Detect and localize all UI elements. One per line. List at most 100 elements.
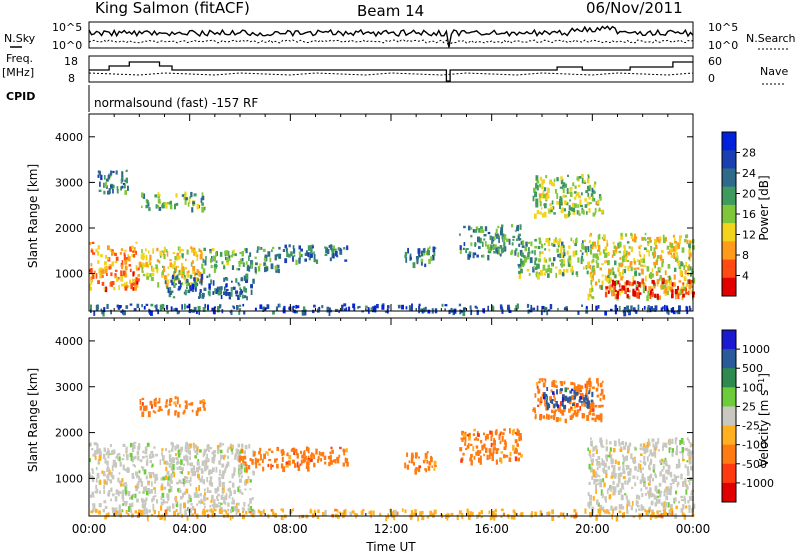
velocity-cell	[298, 515, 301, 519]
velocity-cell	[343, 450, 346, 456]
velocity-cell	[236, 448, 240, 455]
velocity-cell	[593, 478, 596, 485]
velocity-cell	[102, 508, 105, 513]
power-cell	[587, 175, 590, 180]
velocity-cell	[151, 404, 153, 409]
velocity-cell	[189, 476, 192, 482]
power-cell	[100, 308, 103, 311]
power-cell	[106, 303, 109, 309]
velocity-cell	[544, 401, 547, 407]
power-cell	[641, 278, 645, 284]
velocity-cell	[609, 454, 613, 459]
power-cell	[198, 204, 201, 209]
velocity-cell	[224, 454, 227, 458]
power-cell	[201, 293, 205, 299]
velocity-cell	[239, 469, 242, 474]
velocity-cell	[636, 500, 639, 505]
velocity-cell	[127, 506, 131, 512]
power-cell	[263, 257, 267, 262]
power-cell	[191, 248, 194, 253]
power-cell	[339, 249, 343, 255]
power-cell	[626, 241, 630, 244]
power-cell	[307, 245, 311, 251]
power-cell	[104, 286, 108, 293]
power-cell	[544, 243, 546, 246]
velocity-cell	[203, 494, 206, 501]
power-cell	[623, 246, 626, 252]
power-cell	[612, 271, 615, 275]
velocity-cell	[172, 503, 175, 509]
velocity-cell	[124, 504, 127, 507]
power-cell	[571, 270, 574, 276]
power-cell	[536, 185, 539, 191]
velocity-cell	[322, 451, 324, 457]
power-cell	[137, 274, 141, 277]
power-cell	[571, 202, 575, 208]
velocity-cell	[647, 438, 650, 443]
power-cell	[641, 269, 644, 275]
velocity-cell	[493, 437, 495, 442]
velocity-cell	[151, 463, 154, 468]
power-cell	[304, 309, 307, 316]
power-cell	[157, 192, 160, 195]
velocity-cell	[161, 455, 165, 461]
power-cell	[149, 261, 152, 266]
velocity-cell	[674, 476, 677, 482]
velocity-cell	[553, 404, 556, 409]
velocity-cell	[578, 384, 581, 388]
power-cell	[562, 263, 566, 267]
power-cell	[194, 271, 196, 277]
power-cell	[256, 246, 260, 251]
power-cell	[126, 257, 129, 260]
power-cell	[204, 303, 207, 309]
power-cell	[524, 246, 528, 252]
velocity-cell	[433, 460, 437, 466]
power-cell	[588, 202, 592, 205]
velocity-cell	[324, 461, 327, 465]
nave-trace	[88, 72, 694, 76]
power-cell	[633, 258, 636, 263]
velocity-cell	[602, 467, 605, 474]
velocity-cell	[458, 510, 462, 513]
power-cell	[199, 289, 202, 294]
power-cell	[127, 285, 130, 288]
velocity-cell	[193, 466, 196, 471]
power-cell	[476, 309, 479, 316]
velocity-cell	[646, 441, 649, 448]
power-cell	[672, 310, 676, 315]
power-cell	[223, 277, 226, 282]
velocity-cell	[684, 447, 687, 451]
velocity-cell	[637, 469, 640, 472]
power-cell	[534, 213, 537, 219]
power-cell	[244, 248, 247, 252]
velocity-cell	[495, 459, 498, 465]
velocity-cell	[90, 494, 92, 498]
velocity-cell	[107, 512, 110, 518]
power-cell	[132, 250, 134, 253]
power-cell	[619, 257, 622, 260]
velocity-xtick-label: 00:00	[676, 522, 711, 536]
velocity-cell	[461, 430, 464, 436]
velocity-cell	[137, 455, 140, 461]
power-cell	[239, 251, 242, 255]
power-cell	[666, 245, 670, 250]
power-cell	[530, 304, 533, 308]
velocity-cell	[551, 409, 554, 414]
power-cell	[588, 207, 591, 213]
velocity-cell	[421, 515, 425, 521]
velocity-cell	[142, 466, 145, 472]
velocity-cell	[160, 514, 163, 520]
velocity-cell	[345, 448, 348, 453]
velocity-cell	[546, 395, 548, 400]
velocity-cell	[329, 459, 332, 463]
velocity-cell	[186, 507, 189, 511]
velocity-cell	[591, 417, 595, 421]
power-cell	[295, 259, 298, 265]
velocity-cell	[213, 512, 216, 518]
power-cell	[256, 250, 259, 253]
velocity-cell	[648, 464, 651, 470]
velocity-cell	[685, 489, 688, 495]
power-cell	[167, 273, 170, 276]
velocity-cell	[268, 458, 272, 461]
velocity-cell	[651, 478, 654, 482]
